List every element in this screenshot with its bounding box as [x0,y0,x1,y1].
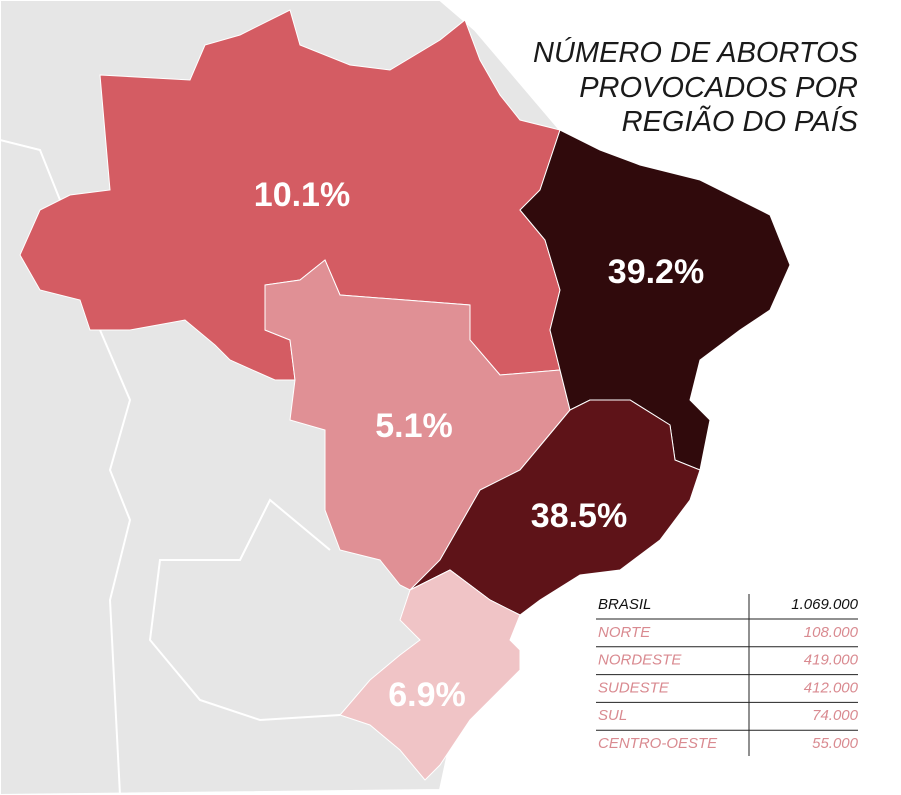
table-cell: SUL [598,707,627,724]
table-cell: 1.069.000 [791,596,858,613]
table-cell: BRASIL [598,596,651,613]
border [0,139,61,201]
table-cell: 419.000 [804,652,859,669]
region-label: 10.1% [254,176,350,214]
table-cell: 74.000 [812,707,859,724]
region-label: 39.2% [608,253,704,291]
region-label: 38.5% [531,497,627,535]
border [148,498,341,722]
table-cell: SUDESTE [598,679,670,696]
table-cell: NORDESTE [598,652,682,669]
table-cell: 108.000 [804,624,859,641]
table-cell: CENTRO-OESTE [598,735,718,752]
border [99,329,132,795]
region-sudeste [409,399,701,616]
title-line: PROVOCADOS POR [579,72,858,104]
region-label: 5.1% [375,407,453,445]
title-line: NÚMERO DE ABORTOS [533,36,859,69]
table-cell: 55.000 [812,735,859,752]
title-line: REGIÃO DO PAÍS [622,104,859,138]
table: BRASIL 1.069.000 NORTE 108.000 NORDESTE 419.0… [596,594,859,756]
region-label: 6.9% [388,676,466,714]
region-sul [339,569,521,781]
table-cell: NORTE [598,624,651,641]
table-cell: 412.000 [804,679,859,696]
